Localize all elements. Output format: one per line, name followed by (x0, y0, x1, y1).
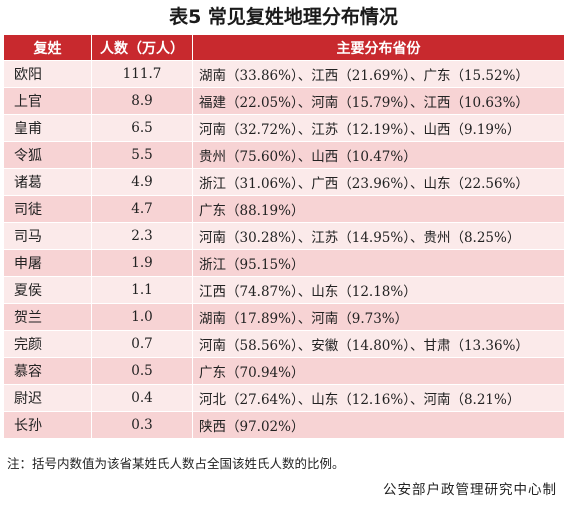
cell-distribution: 浙江（31.06%）、广西（23.96%）、山东（22.56%） (192, 168, 565, 196)
table-row: 司徒 4.7 广东（88.19%） (3, 195, 565, 223)
cell-distribution: 河南（58.56%）、安徽（14.80%）、甘肃（13.36%） (192, 330, 565, 358)
cell-surname: 欧阳 (3, 60, 92, 88)
cell-population: 4.9 (91, 168, 193, 196)
cell-surname: 上官 (3, 87, 92, 115)
table-row: 上官 8.9 福建（22.05%）、河南（15.79%）、江西（10.63%） (3, 87, 565, 115)
cell-population: 2.3 (91, 222, 193, 250)
cell-distribution: 湖南（17.89%）、河南（9.73%） (192, 303, 565, 331)
cell-surname: 贺兰 (3, 303, 92, 331)
table-row: 慕容 0.5 广东（70.94%） (3, 357, 565, 385)
cell-distribution: 贵州（75.60%）、山西（10.47%） (192, 141, 565, 169)
table-row: 完颜 0.7 河南（58.56%）、安徽（14.80%）、甘肃（13.36%） (3, 330, 565, 358)
cell-surname: 长孙 (3, 411, 92, 439)
cell-surname: 诸葛 (3, 168, 92, 196)
cell-population: 0.7 (91, 330, 193, 358)
table-body: 欧阳 111.7 湖南（33.86%）、江西（21.69%）、广东（15.52%）上… (3, 60, 565, 439)
cell-distribution: 陕西（97.02%） (192, 411, 565, 439)
cell-population: 6.5 (91, 114, 193, 142)
table-header-row: 复姓 人数（万人） 主要分布省份 (3, 34, 565, 61)
cell-population: 5.5 (91, 141, 193, 169)
cell-population: 4.7 (91, 195, 193, 223)
table-row: 诸葛 4.9 浙江（31.06%）、广西（23.96%）、山东（22.56%） (3, 168, 565, 196)
table-row: 尉迟 0.4 河北（27.64%）、山东（12.16%）、河南（8.21%） (3, 384, 565, 412)
cell-population: 0.4 (91, 384, 193, 412)
cell-surname: 夏侯 (3, 276, 92, 304)
cell-distribution: 广东（70.94%） (192, 357, 565, 385)
cell-distribution: 河北（27.64%）、山东（12.16%）、河南（8.21%） (192, 384, 565, 412)
header-population: 人数（万人） (91, 34, 193, 61)
table-row: 司马 2.3 河南（30.28%）、江苏（14.95%）、贵州（8.25%） (3, 222, 565, 250)
cell-distribution: 广东（88.19%） (192, 195, 565, 223)
header-surname: 复姓 (3, 34, 92, 61)
table-row: 令狐 5.5 贵州（75.60%）、山西（10.47%） (3, 141, 565, 169)
source-credit: 公安部户政管理研究中心制 (383, 482, 557, 498)
cell-surname: 司徒 (3, 195, 92, 223)
cell-distribution: 河南（32.72%）、江苏（12.19%）、山西（9.19%） (192, 114, 565, 142)
cell-population: 1.0 (91, 303, 193, 331)
table-row: 贺兰 1.0 湖南（17.89%）、河南（9.73%） (3, 303, 565, 331)
table-row: 欧阳 111.7 湖南（33.86%）、江西（21.69%）、广东（15.52%） (3, 60, 565, 88)
cell-distribution: 江西（74.87%）、山东（12.18%） (192, 276, 565, 304)
surname-distribution-table: 复姓 人数（万人） 主要分布省份 欧阳 111.7 湖南（33.86%）、江西（21… (3, 34, 565, 439)
cell-population: 1.1 (91, 276, 193, 304)
cell-population: 1.9 (91, 249, 193, 277)
table-row: 申屠 1.9 浙江（95.15%） (3, 249, 565, 277)
cell-distribution: 湖南（33.86%）、江西（21.69%）、广东（15.52%） (192, 60, 565, 88)
footnote: 注：括号内数值为该省某姓氏人数占全国该姓氏人数的比例。 (7, 456, 345, 471)
table-row: 长孙 0.3 陕西（97.02%） (3, 411, 565, 439)
cell-population: 0.5 (91, 357, 193, 385)
cell-surname: 令狐 (3, 141, 92, 169)
cell-surname: 慕容 (3, 357, 92, 385)
table-title: 表5 常见复姓地理分布情况 (169, 6, 398, 28)
header-distribution: 主要分布省份 (192, 34, 565, 61)
cell-surname: 完颜 (3, 330, 92, 358)
cell-surname: 司马 (3, 222, 92, 250)
cell-surname: 申屠 (3, 249, 92, 277)
cell-distribution: 河南（30.28%）、江苏（14.95%）、贵州（8.25%） (192, 222, 565, 250)
cell-surname: 尉迟 (3, 384, 92, 412)
cell-population: 8.9 (91, 87, 193, 115)
cell-distribution: 福建（22.05%）、河南（15.79%）、江西（10.63%） (192, 87, 565, 115)
cell-population: 111.7 (91, 60, 193, 88)
table-row: 皇甫 6.5 河南（32.72%）、江苏（12.19%）、山西（9.19%） (3, 114, 565, 142)
cell-distribution: 浙江（95.15%） (192, 249, 565, 277)
cell-population: 0.3 (91, 411, 193, 439)
table-row: 夏侯 1.1 江西（74.87%）、山东（12.18%） (3, 276, 565, 304)
cell-surname: 皇甫 (3, 114, 92, 142)
